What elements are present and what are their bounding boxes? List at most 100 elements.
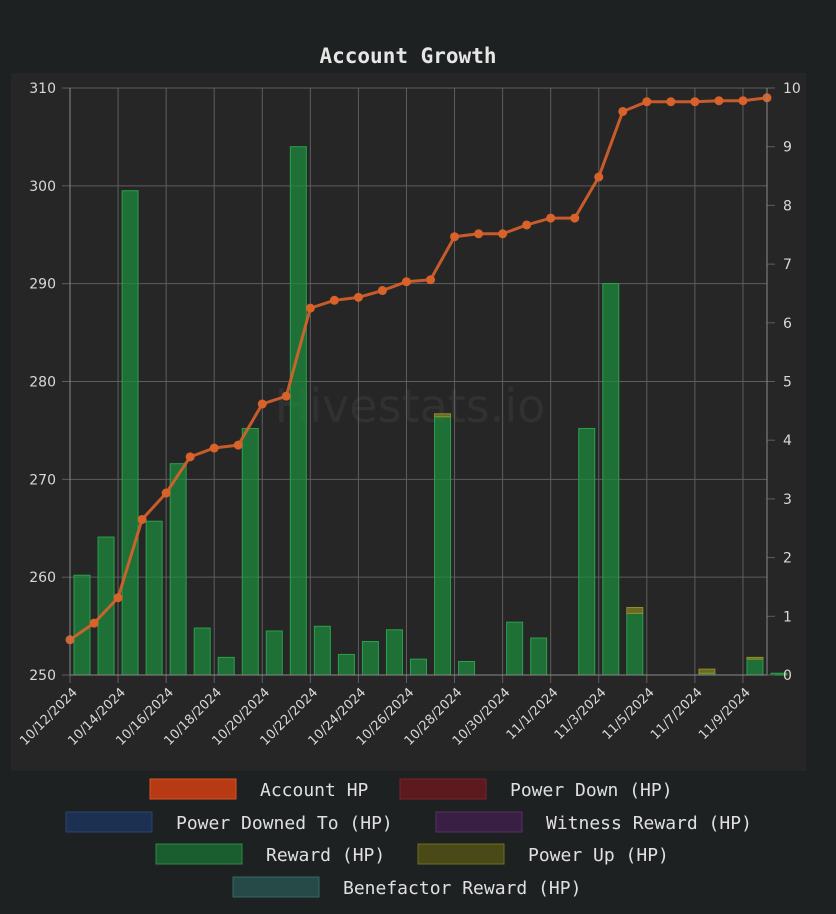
account-hp-point [618,106,628,116]
legend-swatch [149,778,237,800]
account-hp-point [329,295,339,305]
account-hp-point [738,96,748,106]
reward-bar [313,625,331,676]
reward-bar [602,282,620,676]
y-left-tick-label: 260 [29,570,56,586]
account-hp-point [257,399,267,409]
account-hp-point [714,96,724,106]
legend-label: Account HP [260,780,369,801]
account-hp-point [666,97,676,107]
legend-swatch [155,843,243,865]
account-hp-point [450,232,460,242]
y-right-tick-label: 9 [783,140,792,156]
y-left-tick-label: 310 [29,81,56,97]
y-left-tick-label: 290 [29,277,56,293]
y-right-tick-label: 1 [783,609,792,625]
reward-bar [746,658,764,676]
power-up-bar [626,606,644,614]
y-right-tick-label: 8 [783,198,792,214]
y-right-tick-label: 0 [783,668,792,684]
y-left-tick-label: 270 [29,472,56,488]
y-right-tick-label: 6 [783,316,792,332]
power-up-bar [746,656,764,660]
legend-item[interactable]: Power Up (HP) [417,843,669,866]
reward-bar [434,416,452,676]
y-left-tick-label: 250 [29,668,56,684]
legend-swatch [399,778,487,800]
account-hp-point [281,391,291,401]
account-hp-point [377,286,387,296]
account-hp-point [570,213,580,223]
account-hp-point [233,440,243,450]
account-hp-point [401,277,411,287]
legend-label: Power Up (HP) [528,845,669,866]
reward-bar [410,658,427,676]
account-hp-point [426,275,436,285]
reward-bar [217,656,235,676]
legend-swatch [435,811,523,833]
reward-bar [241,427,259,676]
reward-bar [578,427,596,676]
reward-bar [265,630,283,676]
account-hp-point [474,229,484,239]
account-hp-point [137,514,147,524]
reward-bar [289,146,307,676]
legend-label: Witness Reward (HP) [546,813,752,834]
reward-bar [121,190,139,676]
power-up-bar [434,413,452,418]
y-left-tick-label: 300 [29,179,56,195]
chart-panel-background [11,73,806,771]
account-hp-point [113,593,123,603]
legend-swatch [232,876,320,898]
y-right-tick-label: 2 [783,551,792,567]
account-hp-point [498,229,508,239]
y-right-tick-label: 4 [783,433,792,449]
chart-title: Account Growth [319,44,496,68]
legend-item[interactable]: Account HP [149,778,369,801]
legend-item[interactable]: Reward (HP) [155,843,385,866]
legend: Account HP Power Down (HP) Power Downed To… [65,778,752,899]
legend-item[interactable]: Witness Reward (HP) [435,811,752,834]
account-hp-point [353,292,363,302]
reward-bar [770,672,788,676]
account-hp-point [594,172,604,182]
reward-bar [530,637,548,676]
reward-bar [169,463,187,676]
account-hp-point [522,220,532,230]
account-hp-point [185,452,195,462]
reward-bar [506,621,524,676]
legend-label: Reward (HP) [266,845,385,866]
account-hp-point [209,443,219,453]
legend-label: Power Down (HP) [510,780,673,801]
bar-series [73,146,788,676]
account-hp-point [89,618,99,628]
legend-item[interactable]: Power Downed To (HP) [65,811,393,834]
account-hp-line [65,93,772,645]
reward-bar [337,653,355,676]
legend-swatch [417,843,505,865]
legend-item[interactable]: Power Down (HP) [399,778,673,801]
reward-bar [385,629,403,676]
y-right-tick-label: 10 [783,81,801,97]
y-right-tick-label: 7 [783,257,792,273]
legend-label: Benefactor Reward (HP) [343,878,581,899]
account-hp-point [642,97,652,107]
account-hp-point [690,97,700,107]
account-hp-point [305,303,315,313]
reward-bar [145,520,163,676]
legend-label: Power Downed To (HP) [176,813,393,834]
y-right-tick-label: 3 [783,492,792,508]
y-left-tick-label: 280 [29,375,56,391]
account-hp-point [546,213,556,223]
reward-bar [361,641,379,676]
reward-bar [193,627,211,676]
power-up-bar [698,668,716,674]
reward-bar [626,612,644,676]
y-right-tick-label: 5 [783,375,792,391]
watermark: Hivestats.io [275,379,546,433]
legend-item[interactable]: Benefactor Reward (HP) [232,876,581,899]
reward-bar [73,574,91,676]
legend-swatch [65,811,153,833]
